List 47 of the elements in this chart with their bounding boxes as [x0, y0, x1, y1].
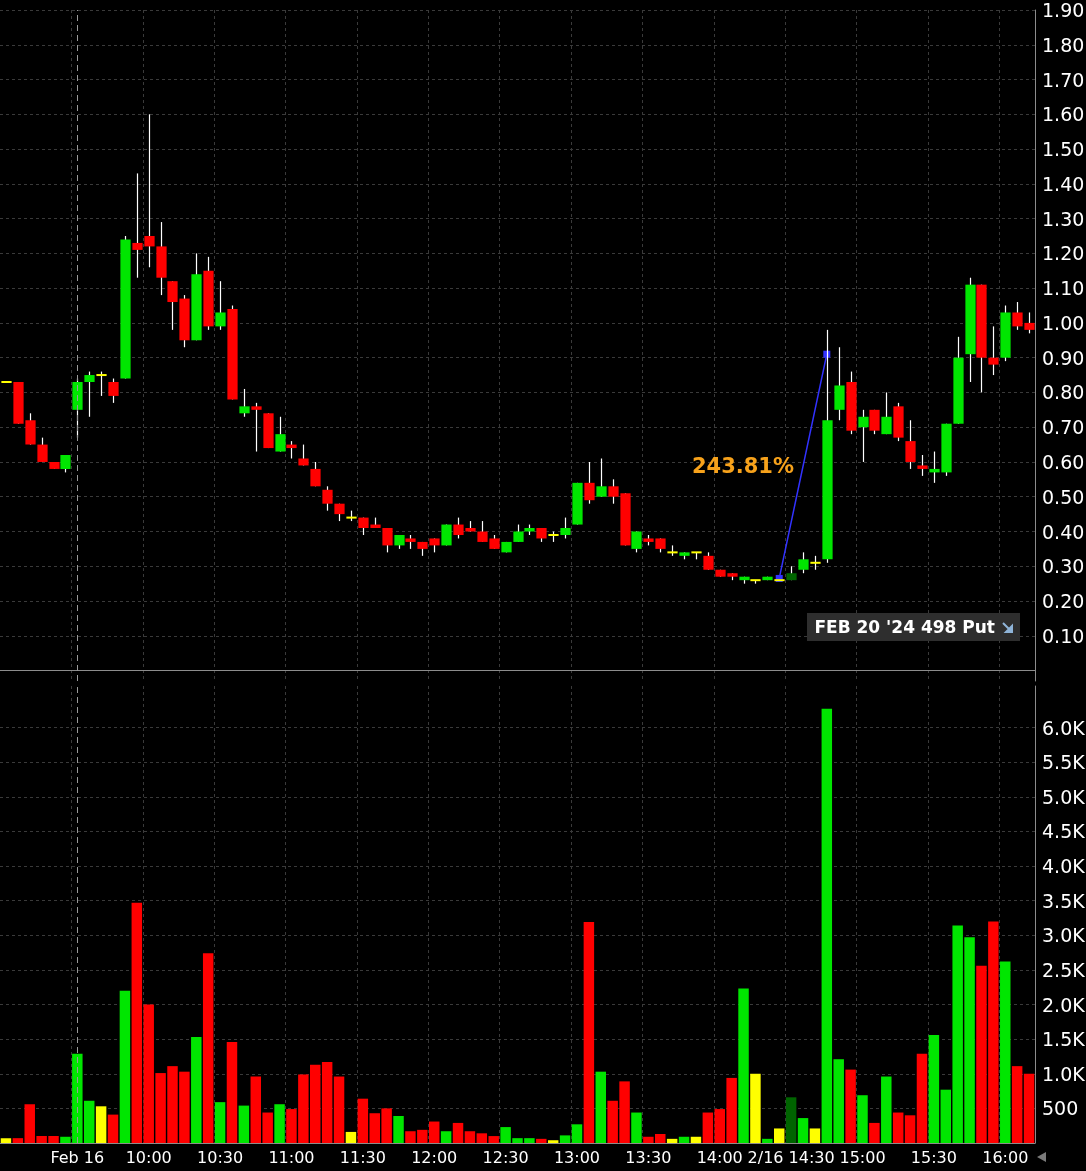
- y-tick-label: 1.10: [1042, 277, 1085, 300]
- series-label: 243.81%: [691, 454, 795, 479]
- y-tick-label: 0.20: [1042, 590, 1085, 613]
- y-tick-label: 3.0K: [1042, 924, 1086, 947]
- y-tick-label: 2.5K: [1042, 958, 1086, 981]
- x-tick-label: 13:30: [625, 1147, 672, 1167]
- y-tick-label: 4.5K: [1042, 820, 1086, 843]
- y-tick-label: 0.40: [1042, 520, 1085, 543]
- x-tick-label: 16:00: [982, 1147, 1029, 1167]
- y-tick-label: 0.50: [1042, 485, 1085, 508]
- x-tick-label: 12:00: [411, 1147, 458, 1167]
- y-tick-label: 1.20: [1042, 242, 1085, 265]
- y-tick-label: 2.0K: [1042, 993, 1086, 1016]
- y-tick-label: 500: [1042, 1097, 1079, 1120]
- x-tick-label: 14:00: [696, 1147, 743, 1167]
- x-tick-label: 13:00: [553, 1147, 601, 1167]
- y-tick-label: 1.40: [1042, 172, 1085, 195]
- y-tick-label: 1.70: [1042, 68, 1085, 91]
- x-tick-label: 15:30: [910, 1147, 957, 1167]
- y-tick-label: 1.30: [1042, 207, 1085, 230]
- y-tick-label: 1.5K: [1042, 1028, 1086, 1051]
- x-tick-label: 11:30: [339, 1147, 386, 1167]
- y-tick-label: 6.0K: [1042, 716, 1086, 739]
- x-tick-label: 15:00: [839, 1147, 886, 1167]
- y-tick-label: 5.0K: [1042, 785, 1086, 808]
- x-tick-label: 11:00: [268, 1147, 315, 1167]
- y-tick-label: 0.30: [1042, 555, 1085, 578]
- x-tick-label: Feb 16: [50, 1147, 105, 1167]
- y-tick-label: 0.60: [1042, 450, 1085, 473]
- y-tick-label: 1.50: [1042, 138, 1085, 161]
- y-tick-label: 0.10: [1042, 624, 1085, 647]
- x-tick-label: 12:30: [482, 1147, 529, 1167]
- y-tick-label: 0.80: [1042, 381, 1085, 404]
- y-tick-label: 0.70: [1042, 416, 1085, 439]
- y-tick-label: 1.60: [1042, 103, 1085, 126]
- x-tick-label: 10:30: [197, 1147, 244, 1167]
- y-tick-label: 0.90: [1042, 346, 1085, 369]
- y-tick-label: 3.5K: [1042, 889, 1086, 912]
- y-tick-label: 4.0K: [1042, 855, 1086, 878]
- y-tick-label: 1.00: [1042, 311, 1085, 334]
- y-tick-label: 5.5K: [1042, 751, 1086, 774]
- y-tick-label: 1.90: [1042, 0, 1085, 21]
- y-tick-label: 1.0K: [1042, 1062, 1086, 1085]
- x-tick-label: 10:00: [125, 1147, 172, 1167]
- x-tick-label: 2/16 14:30: [747, 1147, 835, 1167]
- annotation: FEB 20 '24 498 Put: [814, 617, 995, 637]
- y-tick-label: 1.80: [1042, 33, 1085, 56]
